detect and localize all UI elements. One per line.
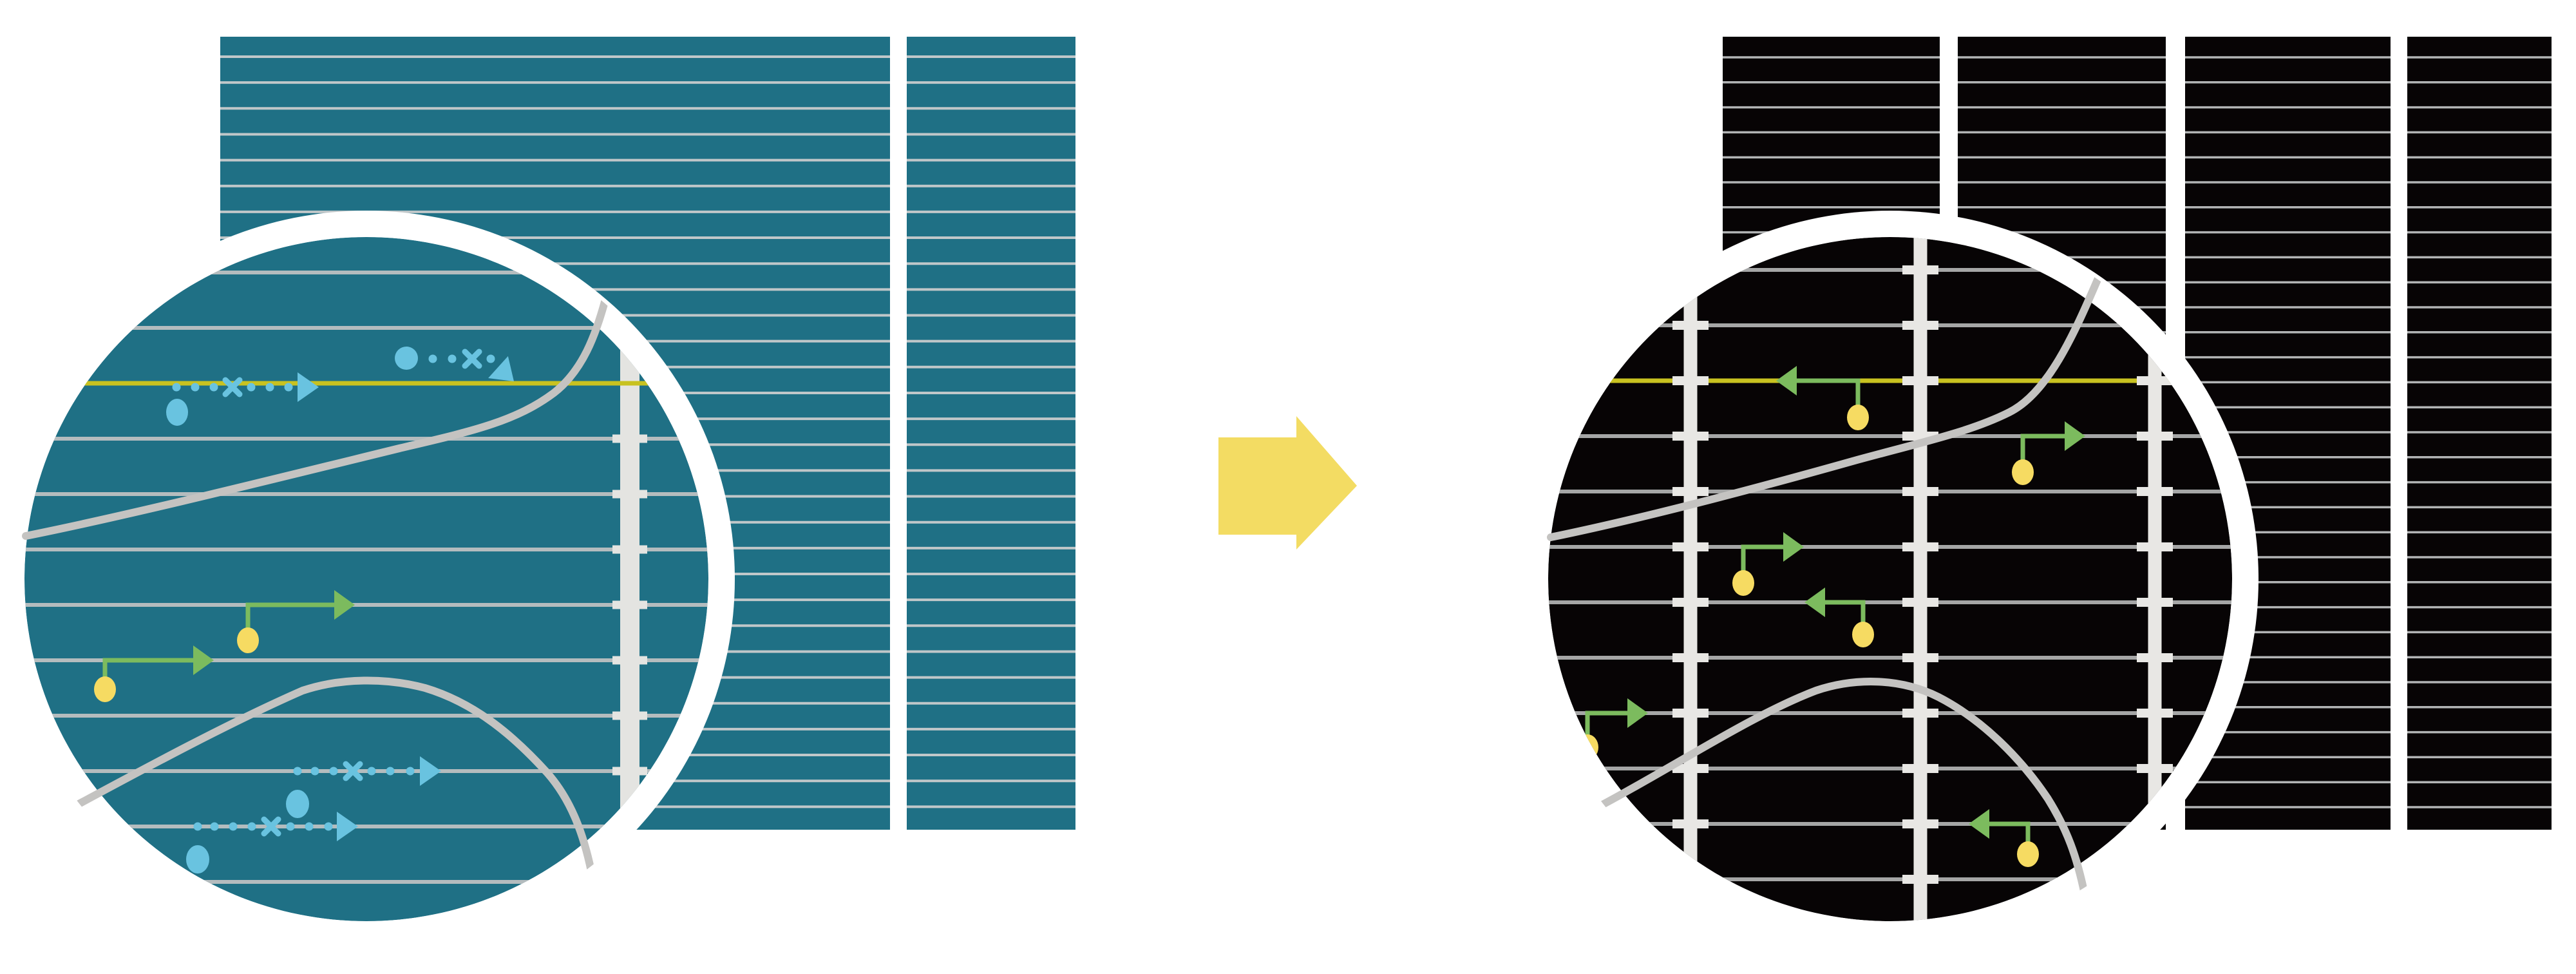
hole-carrier-yellow	[1847, 405, 1869, 430]
lost-carrier-path	[395, 347, 514, 381]
left-carriers	[94, 347, 514, 874]
collection-arrowhead-icon	[334, 590, 355, 620]
right-busbar-2	[1913, 237, 1927, 921]
collection-arrowhead-icon	[1627, 698, 1648, 728]
right-busbar-3	[2148, 237, 2162, 921]
right-carriers	[1577, 366, 2085, 867]
left-magnifier	[0, 211, 735, 948]
left-magnifier-view	[24, 237, 708, 921]
collection-arrowhead-icon	[2065, 421, 2085, 451]
collected-carrier-path	[1732, 532, 1804, 596]
hole-carrier-yellow	[237, 627, 259, 653]
right-grain-boundary-curves	[1547, 274, 2102, 898]
lost-carrier-arrowhead-icon	[337, 812, 358, 841]
recombination-x-icon	[462, 349, 482, 369]
right-magnifier	[1522, 211, 2259, 948]
collection-arrowhead-icon	[193, 645, 214, 675]
transform-arrow-icon	[1218, 416, 1357, 549]
collection-arrowhead-icon	[1969, 809, 1989, 839]
recombination-x-icon	[343, 761, 363, 781]
electron-carrier-blue	[286, 790, 309, 818]
hole-carrier-yellow	[1852, 622, 1874, 647]
hole-carrier-yellow	[2012, 459, 2034, 485]
lost-carrier-arrowhead-icon	[420, 756, 441, 786]
collected-carrier-path	[1969, 809, 2039, 867]
lost-carrier-arrowhead-icon	[298, 372, 319, 402]
right-magnifier-view	[1548, 237, 2232, 921]
collection-arrowhead-icon	[1783, 532, 1804, 562]
left-grain-boundary-curve-1	[22, 296, 609, 540]
hole-carrier-yellow	[2017, 841, 2039, 867]
collection-arrowhead-icon	[1804, 587, 1825, 617]
lost-carrier-path	[286, 756, 441, 818]
recombination-x-icon	[222, 377, 243, 397]
left-grain-boundary-curves	[22, 296, 609, 875]
recombination-x-icon	[261, 816, 281, 837]
lost-carrier-path	[166, 372, 319, 426]
right-grain-boundary-curve-1	[1547, 274, 2102, 541]
right-grain-boundary-curve-2	[1595, 678, 2088, 898]
electron-carrier-blue	[186, 845, 209, 874]
left-grain-boundary-curve-2	[70, 676, 595, 875]
left-solar-panel-segment-2	[907, 37, 1075, 830]
collected-carrier-path	[1776, 366, 1869, 430]
right-busbar-1	[1683, 237, 1698, 921]
electron-carrier-blue	[395, 347, 418, 370]
collected-carrier-path	[94, 645, 214, 702]
collected-carrier-path	[2012, 421, 2085, 485]
lost-carrier-arrowhead-icon	[488, 356, 514, 381]
electron-carrier-blue	[166, 399, 188, 426]
collected-carrier-path	[1804, 587, 1874, 647]
collection-arrowhead-icon	[1776, 366, 1797, 396]
hole-carrier-yellow	[94, 676, 116, 702]
hole-carrier-yellow	[1732, 570, 1754, 596]
collected-carrier-path	[237, 590, 355, 653]
lost-carrier-path	[186, 812, 358, 874]
